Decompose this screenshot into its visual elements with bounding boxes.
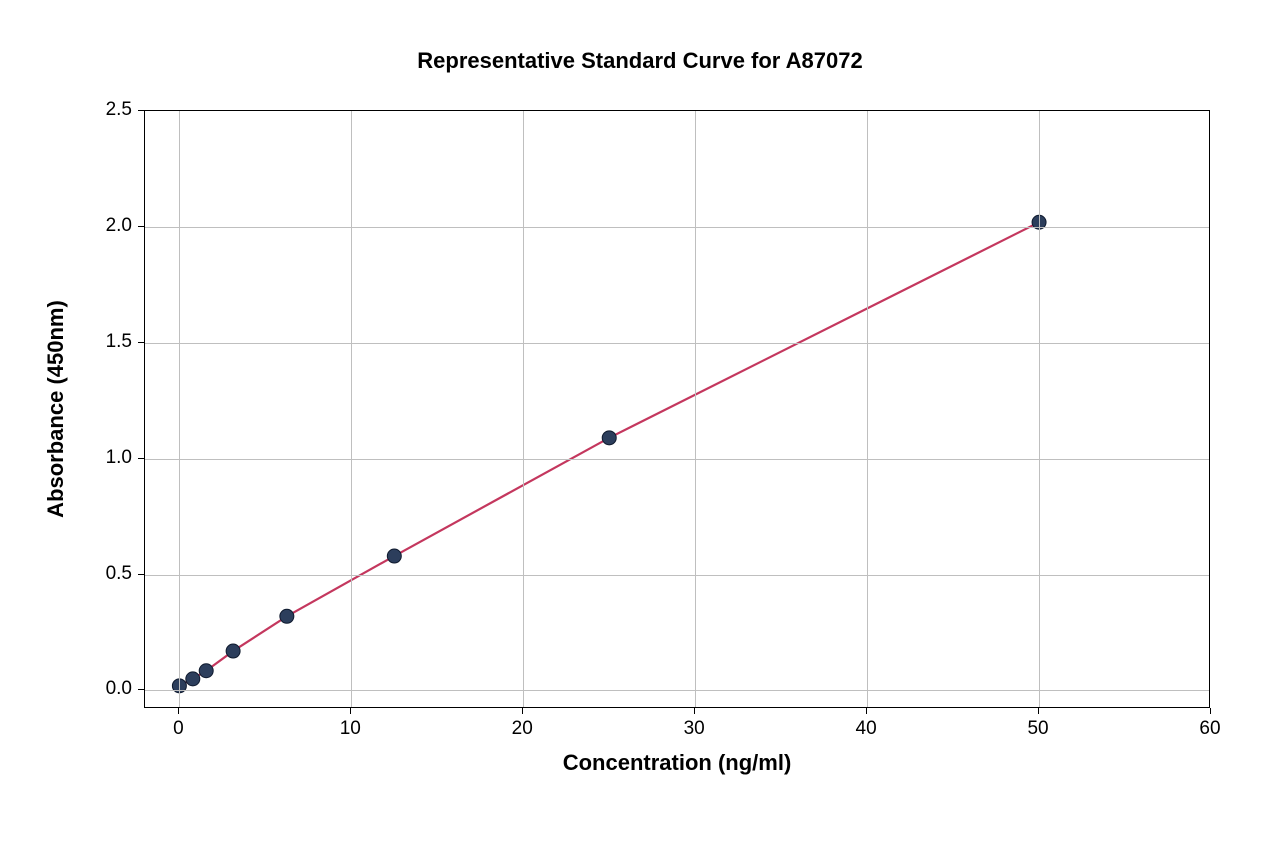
y-tick-mark bbox=[138, 689, 144, 690]
grid-line-vertical bbox=[179, 111, 180, 707]
x-tick-mark bbox=[522, 708, 523, 714]
y-tick-mark bbox=[138, 574, 144, 575]
data-marker bbox=[602, 431, 616, 445]
data-marker bbox=[280, 609, 294, 623]
grid-line-horizontal bbox=[145, 459, 1209, 460]
data-marker bbox=[226, 644, 240, 658]
y-tick-label: 0.5 bbox=[106, 563, 132, 585]
y-tick-mark bbox=[138, 458, 144, 459]
y-tick-label: 1.5 bbox=[106, 331, 132, 353]
chart-container: Representative Standard Curve for A87072… bbox=[0, 0, 1280, 845]
data-svg bbox=[145, 111, 1211, 709]
y-tick-label: 2.5 bbox=[106, 99, 132, 121]
y-tick-mark bbox=[138, 110, 144, 111]
grid-line-vertical bbox=[351, 111, 352, 707]
grid-line-vertical bbox=[867, 111, 868, 707]
y-tick-mark bbox=[138, 226, 144, 227]
chart-title: Representative Standard Curve for A87072 bbox=[417, 48, 862, 74]
y-tick-mark bbox=[138, 342, 144, 343]
x-tick-label: 50 bbox=[1027, 718, 1048, 740]
x-tick-mark bbox=[866, 708, 867, 714]
y-tick-label: 0.0 bbox=[106, 678, 132, 700]
grid-line-horizontal bbox=[145, 575, 1209, 576]
y-tick-label: 1.0 bbox=[106, 447, 132, 469]
data-line bbox=[179, 222, 1039, 686]
grid-line-horizontal bbox=[145, 690, 1209, 691]
data-marker bbox=[186, 672, 200, 686]
x-tick-mark bbox=[1210, 708, 1211, 714]
x-tick-mark bbox=[1038, 708, 1039, 714]
grid-line-vertical bbox=[1039, 111, 1040, 707]
x-tick-mark bbox=[694, 708, 695, 714]
x-tick-label: 10 bbox=[340, 718, 361, 740]
x-tick-label: 20 bbox=[512, 718, 533, 740]
y-axis-label: Absorbance (450nm) bbox=[43, 300, 69, 518]
x-tick-label: 40 bbox=[856, 718, 877, 740]
x-axis-label: Concentration (ng/ml) bbox=[563, 750, 792, 776]
y-tick-label: 2.0 bbox=[106, 215, 132, 237]
x-tick-label: 60 bbox=[1199, 718, 1220, 740]
x-tick-mark bbox=[350, 708, 351, 714]
x-tick-label: 30 bbox=[684, 718, 705, 740]
grid-line-horizontal bbox=[145, 343, 1209, 344]
x-tick-label: 0 bbox=[173, 718, 184, 740]
data-marker bbox=[387, 549, 401, 563]
plot-area bbox=[144, 110, 1210, 708]
x-tick-mark bbox=[178, 708, 179, 714]
data-marker bbox=[199, 664, 213, 678]
grid-line-vertical bbox=[695, 111, 696, 707]
grid-line-horizontal bbox=[145, 227, 1209, 228]
grid-line-vertical bbox=[523, 111, 524, 707]
